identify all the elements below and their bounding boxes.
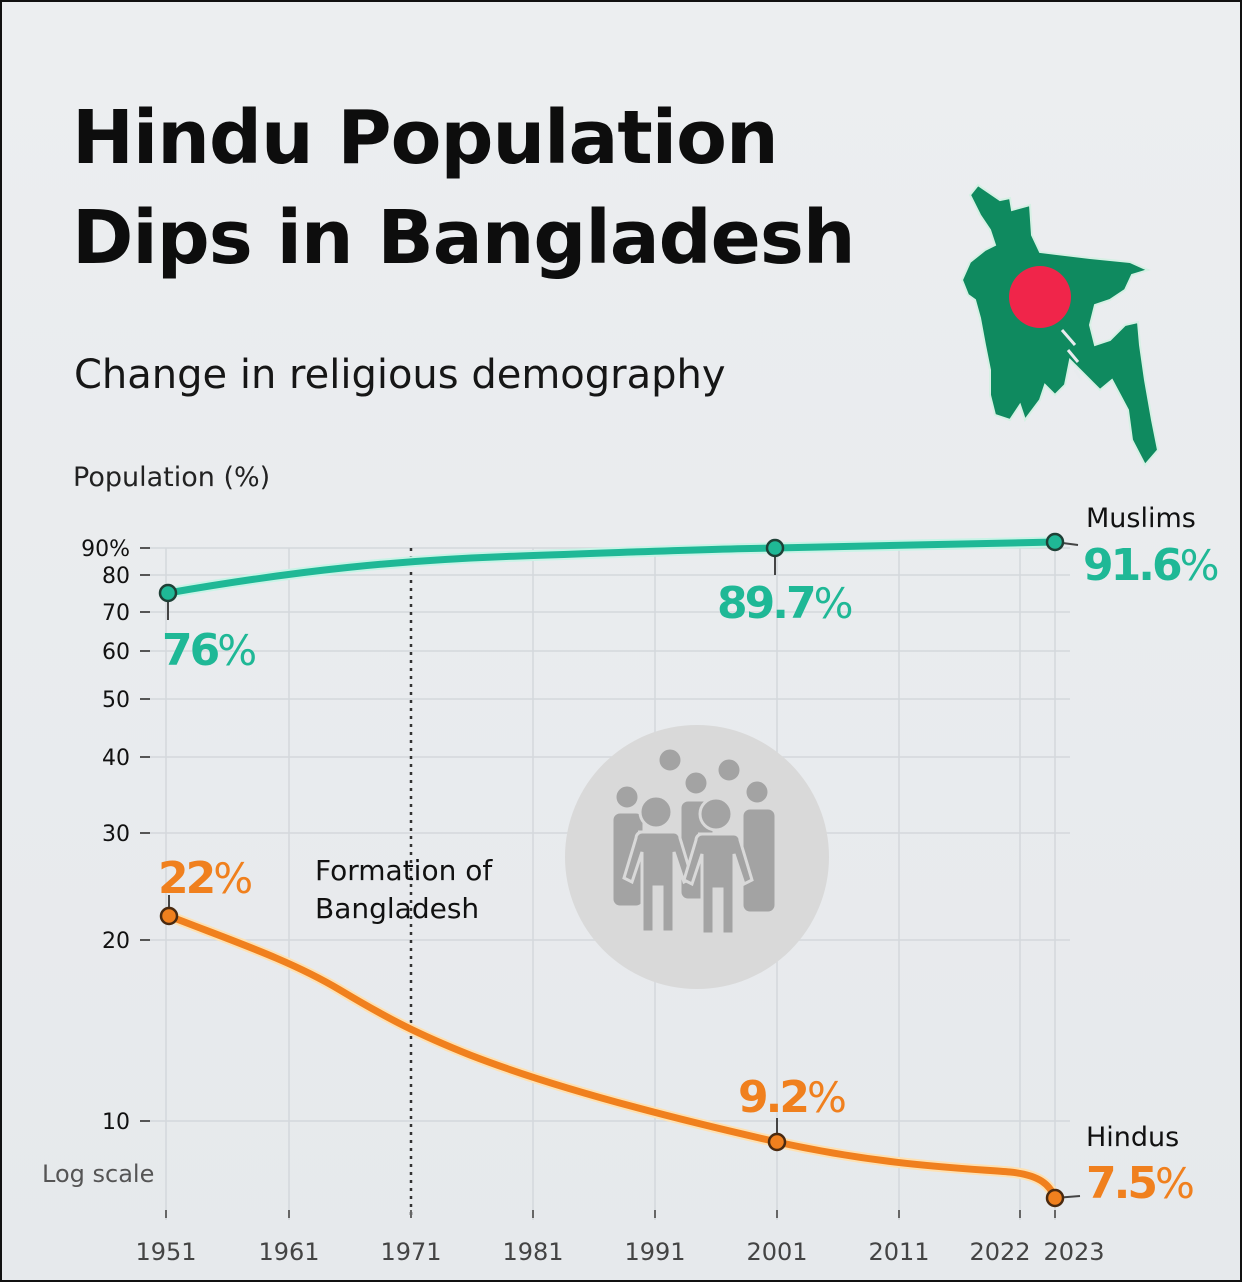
x-axis: 1951 1961 1971 1981 1991 2001 2011 2022 … bbox=[135, 1210, 1105, 1266]
muslims-1951-label: 76% bbox=[162, 625, 257, 676]
svg-text:80: 80 bbox=[102, 564, 130, 589]
annotation-line-2: Bangladesh bbox=[315, 892, 479, 925]
svg-text:30: 30 bbox=[102, 822, 130, 847]
title-line-2: Dips in Bangladesh bbox=[72, 195, 856, 281]
svg-text:1991: 1991 bbox=[624, 1238, 685, 1266]
annotation-line-1: Formation of bbox=[315, 854, 493, 887]
hindus-series-name: Hindus bbox=[1086, 1122, 1179, 1153]
muslims-2023-label: 91.6% bbox=[1083, 540, 1219, 591]
y-axis: 90% 80 70 60 50 40 30 20 10 bbox=[81, 537, 150, 1135]
svg-text:1961: 1961 bbox=[258, 1238, 319, 1266]
hindus-2001-label: 9.2% bbox=[738, 1072, 847, 1123]
y-axis-label: Population (%) bbox=[73, 462, 271, 493]
bangladesh-map-icon bbox=[960, 183, 1160, 467]
svg-text:50: 50 bbox=[102, 688, 130, 713]
svg-text:90%: 90% bbox=[81, 537, 130, 562]
svg-text:60: 60 bbox=[102, 640, 130, 665]
svg-text:70: 70 bbox=[102, 601, 130, 626]
svg-text:2011: 2011 bbox=[868, 1238, 929, 1266]
title-line-1: Hindu Population bbox=[72, 95, 779, 181]
series-muslims: 76% 89.7% Muslims 91.6% bbox=[158, 503, 1219, 676]
hindus-2023-label: 7.5% bbox=[1086, 1158, 1195, 1209]
svg-text:20: 20 bbox=[102, 929, 130, 954]
subtitle: Change in religious demography bbox=[74, 352, 726, 398]
svg-text:1951: 1951 bbox=[135, 1238, 196, 1266]
svg-text:10: 10 bbox=[102, 1110, 130, 1135]
svg-text:2001: 2001 bbox=[746, 1238, 807, 1266]
svg-text:40: 40 bbox=[102, 746, 130, 771]
log-scale-note: Log scale bbox=[42, 1160, 155, 1188]
svg-text:1971: 1971 bbox=[380, 1238, 441, 1266]
muslims-2001-label: 89.7% bbox=[717, 578, 853, 629]
crowd-icon bbox=[565, 725, 829, 989]
svg-text:1981: 1981 bbox=[502, 1238, 563, 1266]
page-title: Hindu Population Dips in Bangladesh bbox=[72, 88, 856, 288]
svg-text:2022: 2022 bbox=[969, 1238, 1030, 1266]
hindus-1951-label: 22% bbox=[158, 853, 253, 904]
svg-text:2023: 2023 bbox=[1043, 1238, 1104, 1266]
series-hindus: 22% 9.2% Hindus 7.5% bbox=[158, 853, 1195, 1209]
muslims-series-name: Muslims bbox=[1086, 503, 1196, 534]
